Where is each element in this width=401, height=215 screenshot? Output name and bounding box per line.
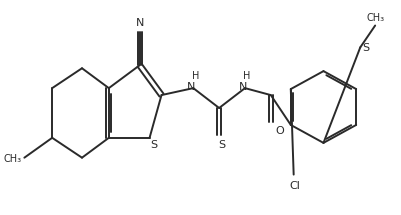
Text: N: N (239, 82, 247, 92)
Text: H: H (243, 71, 251, 81)
Text: S: S (219, 140, 226, 150)
Text: N: N (136, 17, 144, 28)
Text: CH₃: CH₃ (366, 12, 384, 23)
Text: Cl: Cl (289, 181, 300, 190)
Text: H: H (192, 71, 199, 81)
Text: S: S (362, 43, 369, 53)
Text: S: S (150, 140, 157, 150)
Text: N: N (187, 82, 196, 92)
Text: O: O (276, 126, 285, 136)
Text: CH₃: CH₃ (3, 154, 21, 164)
